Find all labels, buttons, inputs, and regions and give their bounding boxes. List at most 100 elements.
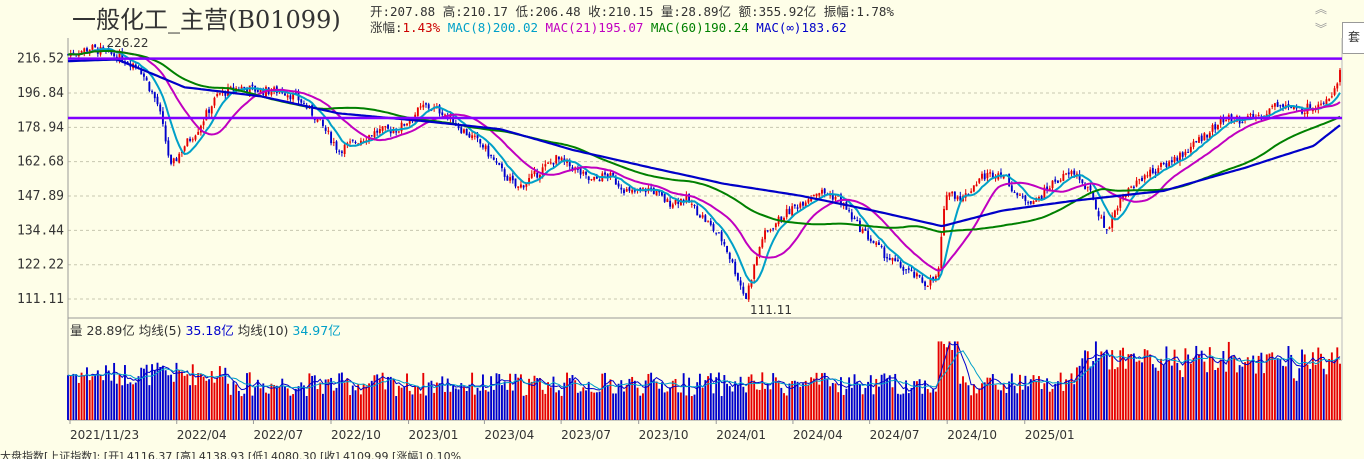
candle-body [709,220,712,225]
candle-body [815,193,818,197]
candle-body [1111,215,1114,228]
candle-body [88,49,91,53]
candle-body [1157,168,1160,174]
volume-bar [444,391,446,420]
volume-bar [530,381,533,420]
candle-body [682,199,685,202]
candle-body [896,259,899,261]
candle-body [1075,173,1078,176]
volume-bar [67,375,69,420]
volume-bar [281,378,284,420]
candle-body [324,127,327,131]
volume-bar [487,391,490,420]
vol-label: 量: [660,4,681,19]
volume-bar [1092,361,1095,420]
volume-bar [392,378,395,420]
candle-body [349,141,352,143]
volume-bar [859,384,861,420]
volume-bar [1252,355,1255,420]
candles [67,42,1341,302]
volume-bar [981,383,983,420]
volume-bar [340,372,343,420]
candle-body [338,150,341,152]
candle-body [148,81,151,91]
volume-bar [490,376,493,420]
volume-bar [514,373,517,420]
volume-bar [83,375,86,420]
volume-bar [891,387,894,420]
candle-body [522,185,525,188]
candle-body [674,199,677,204]
candle-body [1013,192,1016,194]
scroll-up-icon[interactable]: ︽ [1314,2,1327,16]
candle-body [465,128,468,136]
candle-body [490,154,493,156]
candle-body [1027,202,1030,204]
volume-bar [492,389,495,420]
candle-body [530,173,533,178]
volume-bar [419,393,422,420]
volume-bar [1157,370,1160,420]
candle-body [419,106,422,108]
volume-bar [701,387,704,420]
candle-body [750,279,753,287]
volume-bar [655,381,658,420]
candle-body [1094,199,1097,210]
volume-bar [91,376,94,420]
candle-body [1062,173,1065,181]
volume-bar [1292,378,1295,420]
volume-bar [810,377,813,420]
candle-body [685,195,688,201]
x-tick-label: 2021/11/23 [70,428,139,442]
candle-body [1065,173,1068,175]
volume-bar [1062,390,1065,420]
candle-body [698,215,701,218]
volume-bar [194,385,197,420]
volume-bar [189,385,191,420]
volume-bar [647,373,650,420]
y-tick-label: 122.22 [17,258,64,273]
candle-body [894,258,897,261]
volume-bar [511,390,514,420]
volume-bar [777,381,780,420]
right-tab[interactable]: 套 [1342,22,1364,54]
candle-body [482,144,484,148]
volume-bar [1027,386,1030,420]
volume-bar [921,393,924,420]
volume-bar [1146,350,1149,420]
candle-body [761,239,764,248]
candle-body [1143,175,1146,180]
volume-bar [441,376,444,420]
volume-bar [601,373,604,420]
candle-body [723,241,726,245]
candle-body [590,179,593,181]
volume-bar [324,379,327,420]
candle-body [321,119,324,126]
candle-body [460,127,463,133]
volume-bar [1238,365,1241,420]
vol-panel-value: 28.89亿 [86,323,135,338]
volume-bar [113,362,116,420]
candle-body [1113,210,1116,218]
candle-body [796,207,799,209]
candle-body [110,51,113,54]
volume-bar [172,381,175,420]
vol-ma10-value: 34.97亿 [292,323,341,338]
candle-body [294,92,297,94]
volume-bar [1173,349,1176,420]
volume-bar [555,392,558,420]
volume-bar [802,383,804,420]
candle-body [189,138,191,141]
volume-bar [509,373,512,420]
volume-bar [246,373,248,420]
volume-bar [403,386,406,420]
high-value: 210.17 [462,4,508,19]
candle-body [457,125,460,129]
candle-body [427,104,430,109]
scroll-down-icon[interactable]: ︾ [1314,22,1327,36]
candle-body [978,178,981,183]
volume-bar [75,374,78,420]
volume-bar [533,375,536,420]
mac60-value: 190.24 [703,20,749,35]
candle-body [639,188,642,190]
